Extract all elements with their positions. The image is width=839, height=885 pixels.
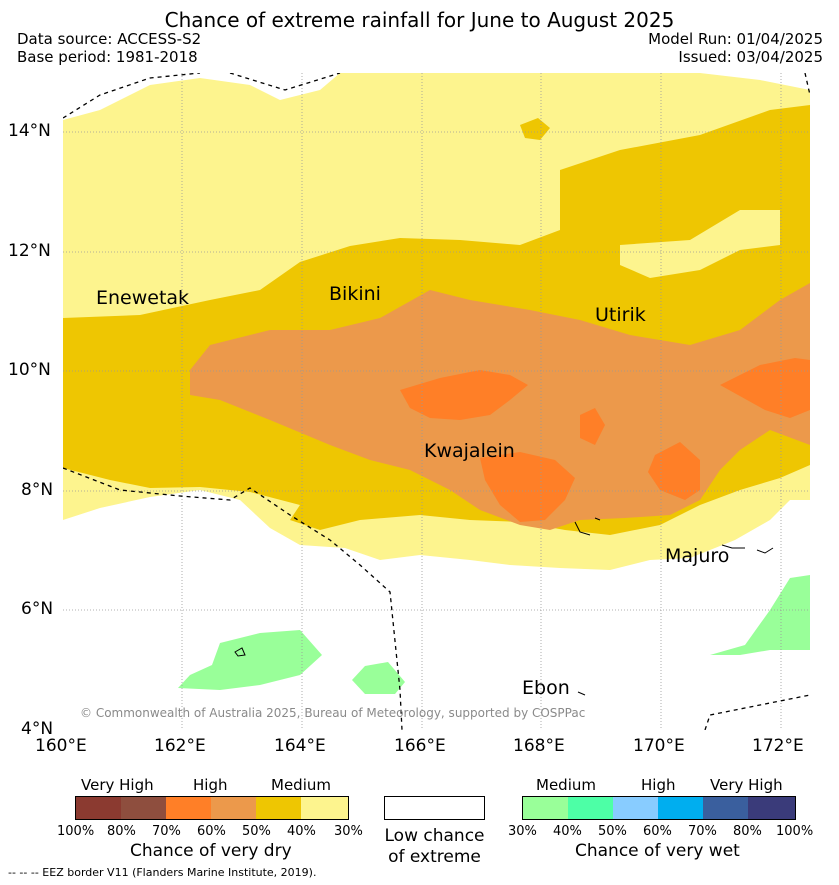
low-chance-line1: Low chance [384,826,485,846]
dry-colorbar [75,796,349,820]
base-period: Base period: 1981-2018 [17,48,198,66]
wet-swatch [748,797,795,819]
place-ebon: Ebon [522,677,570,699]
lon-label: 170°E [633,736,685,756]
lon-label: 164°E [274,736,326,756]
dry-tick: 60% [197,824,226,839]
lat-label: 6°N [21,599,54,619]
zone-dry-60-70-b [480,452,575,522]
header-left: Data source: ACCESS-S2 Base period: 1981… [17,30,201,66]
map-title: Chance of extreme rainfall for June to A… [164,8,675,32]
lon-label: 166°E [394,736,446,756]
dry-tick: 40% [287,824,316,839]
low-chance-label: Low chance of extreme [384,826,485,868]
dry-legend-title: Chance of very dry [130,841,292,861]
dry-head-very-high: Very High [81,776,154,794]
wet-swatch [523,797,569,819]
dry-swatch [301,797,348,819]
wet-swatch [568,797,614,819]
dry-tick: 80% [107,824,136,839]
lat-label: 4°N [21,719,54,739]
wet-tick: 100% [776,824,814,839]
lon-label: 160°E [35,736,87,756]
place-utirik: Utirik [595,304,646,326]
lat-label: 8°N [21,480,54,500]
forecast-map [63,73,810,730]
zone-dry-60-70-a [400,370,528,420]
dry-tick: 70% [152,824,181,839]
wet-tick: 50% [598,824,627,839]
low-chance-line2: of extreme [388,847,481,867]
dry-tick: 100% [57,824,95,839]
zone-wet-30-40-a [178,630,322,690]
lat-label: 12°N [8,241,51,261]
dry-swatch [166,797,212,819]
wet-head-very-high: Very High [710,776,783,794]
wet-head-medium: Medium [536,776,596,794]
wet-swatch [613,797,659,819]
wet-head-high: High [641,776,676,794]
wet-tick: 60% [643,824,672,839]
lon-label: 172°E [752,736,804,756]
atoll-outlines [234,517,774,696]
place-bikini: Bikini [329,283,381,305]
eez-border [63,73,810,730]
wet-tick: 40% [553,824,582,839]
wet-colorbar [522,796,796,820]
dry-head-high: High [193,776,228,794]
copyright-notice: © Commonwealth of Australia 2025, Bureau… [80,706,586,720]
low-chance-swatch [384,796,485,820]
dry-swatch [121,797,167,819]
header-right: Model Run: 01/04/2025 Issued: 03/04/2025 [648,30,823,66]
wet-tick: 80% [733,824,762,839]
dry-head-medium: Medium [271,776,331,794]
lon-label: 168°E [513,736,565,756]
place-kwajalein: Kwajalein [424,440,515,462]
issued-date: Issued: 03/04/2025 [678,48,823,66]
wet-tick: 30% [508,824,537,839]
lat-label: 14°N [8,121,51,141]
wet-tick: 70% [688,824,717,839]
dry-swatch [256,797,302,819]
dry-tick: 50% [242,824,271,839]
zone-wet-30-40-c [710,575,810,655]
place-enewetak: Enewetak [96,287,190,309]
zone-wet-30-40-b [352,662,405,694]
place-majuro: Majuro [665,545,730,567]
data-source: Data source: ACCESS-S2 [17,30,202,48]
zone-dry-60-70-d [648,442,700,500]
wet-legend-title: Chance of very wet [575,841,740,861]
model-run: Model Run: 01/04/2025 [648,30,823,48]
wet-swatch [703,797,749,819]
dry-swatch [76,797,122,819]
lon-label: 162°E [154,736,206,756]
eez-note: -- -- -- EEZ border V11 (Flanders Marine… [8,866,317,879]
zone-dry-60-70-e [720,358,810,418]
zone-dry-60-70-c [580,408,605,445]
dry-swatch [211,797,257,819]
wet-swatch [658,797,704,819]
lat-label: 10°N [8,360,51,380]
dry-tick: 30% [334,824,363,839]
